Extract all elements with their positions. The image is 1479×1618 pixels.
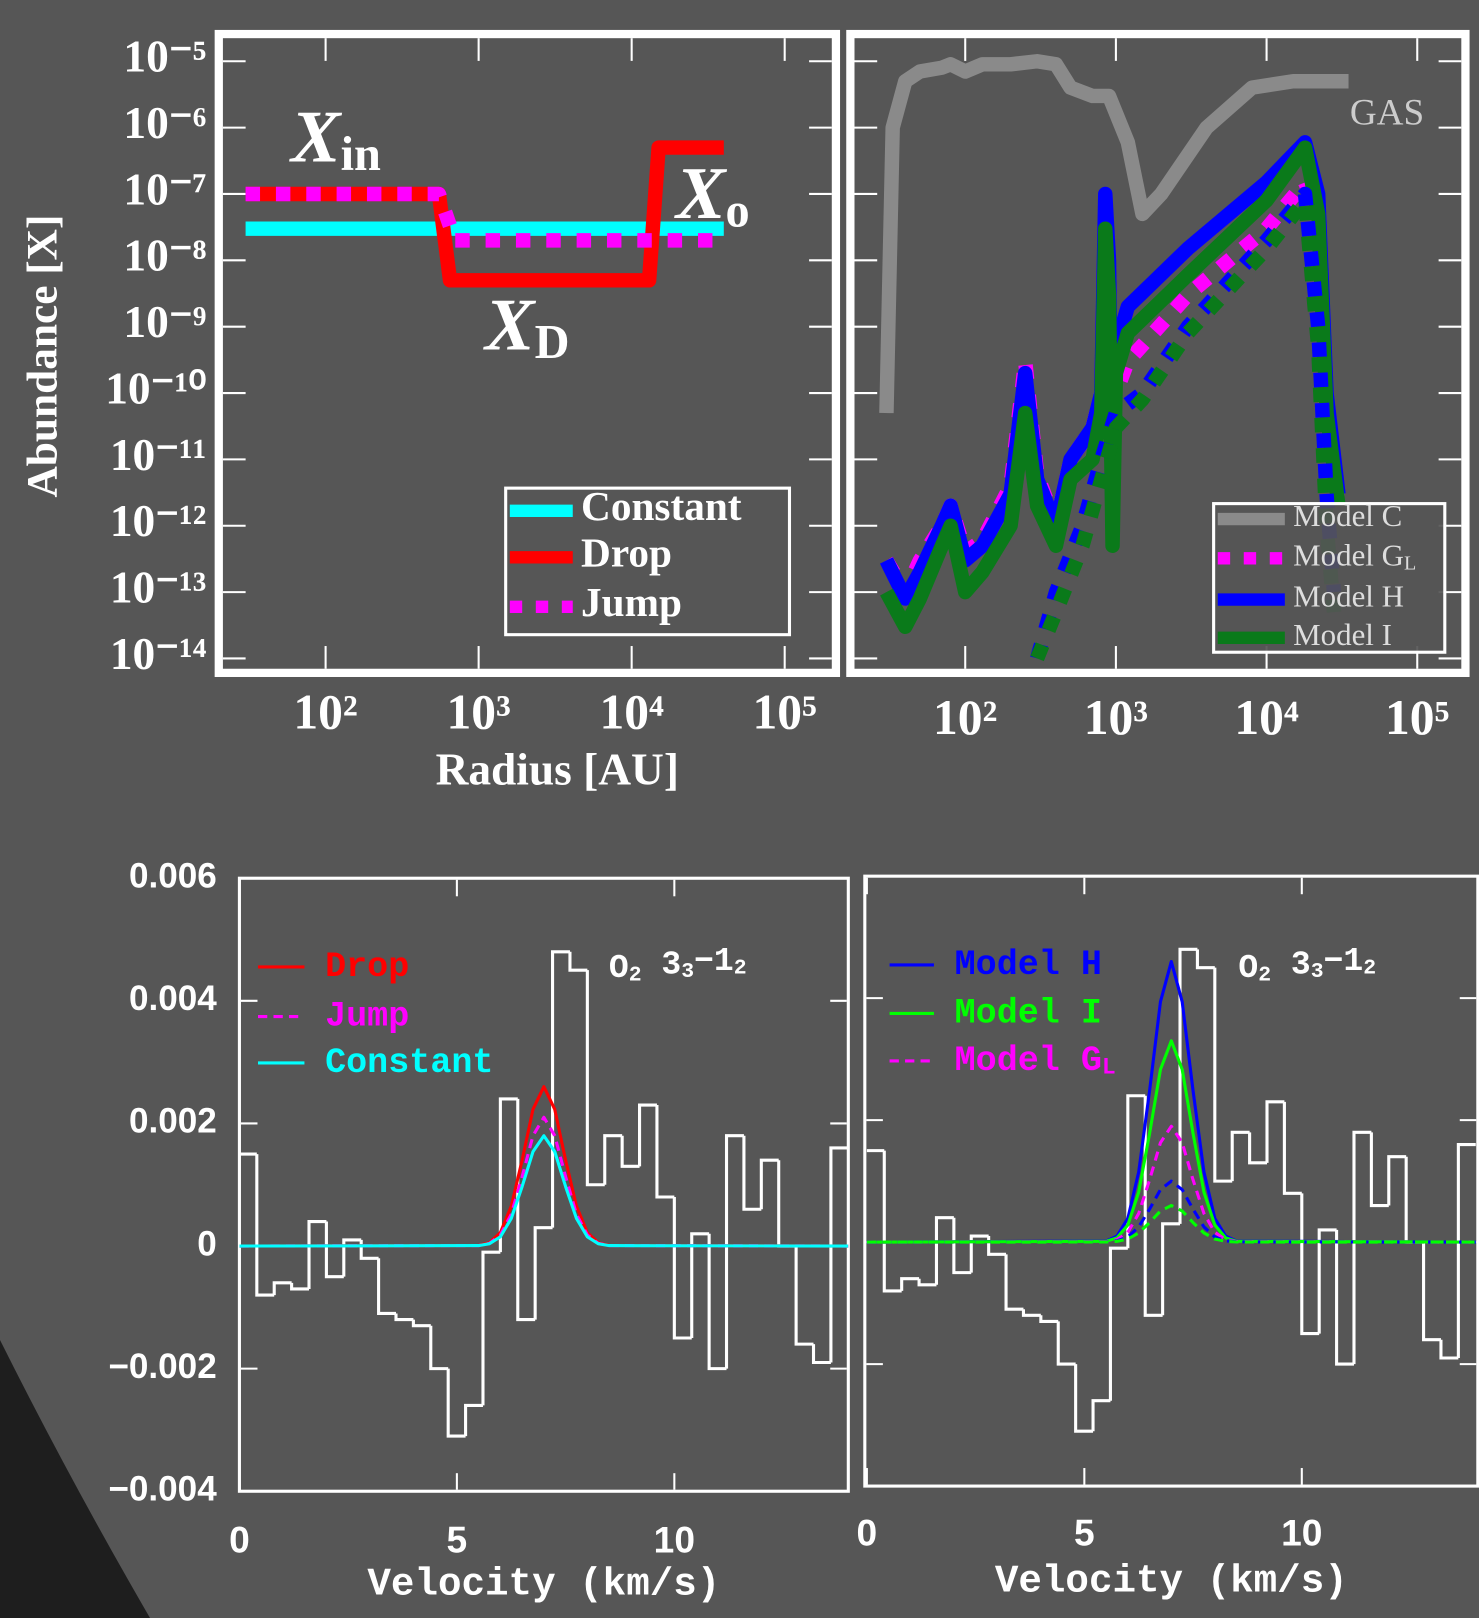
legend-name: Constant: [325, 1043, 493, 1083]
y-tick-label: 10⁻¹³: [110, 563, 207, 613]
y-tick-label: 0: [197, 1224, 217, 1263]
y-tick-label: 10⁻⁶: [123, 98, 206, 148]
annotation-text: −1: [694, 943, 734, 980]
legend-subscript: L: [1404, 552, 1416, 574]
legend-label: Drop: [325, 947, 409, 987]
legend-name: Model H: [1293, 579, 1404, 614]
annotation-subscript: 2: [629, 963, 642, 987]
x-tick-label: 10: [1281, 1511, 1322, 1553]
legend-label: Model H: [1293, 579, 1404, 614]
legend-label: Model GL: [955, 1041, 1116, 1081]
annotation-text: 3: [642, 946, 682, 983]
annotation-text: X: [289, 97, 343, 179]
x-tick-label: 10: [654, 1519, 695, 1561]
y-tick-label: 10⁻⁸: [123, 231, 206, 281]
x-axis-label: Velocity (km/s): [995, 1558, 1348, 1603]
x-tick-label: 5: [1074, 1511, 1095, 1553]
annotation-subscript: in: [341, 128, 381, 181]
annotation-text: −1: [1324, 943, 1364, 980]
x-axis-label: Radius [AU]: [436, 744, 679, 794]
annotation-text: O: [1238, 950, 1258, 987]
legend-name: Jump: [325, 997, 409, 1037]
y-tick-label: −0.002: [108, 1347, 216, 1386]
x-tick-label: 0: [857, 1511, 878, 1553]
legend-name: Drop: [325, 947, 409, 987]
page: 10⁻⁵ 10⁻⁶ 10⁻⁷ 10⁻⁸ 10⁻⁹ 10⁻¹⁰ 10⁻¹¹ 10⁻¹² 10⁻¹³…: [0, 0, 1479, 1618]
x-tick-label: 10²: [293, 685, 357, 740]
legend-name: Model I: [1293, 617, 1392, 652]
y-tick-label: 10⁻¹¹: [110, 430, 207, 480]
y-tick-label: 10⁻¹²: [110, 496, 207, 546]
x-tick-label: 10⁵: [753, 685, 817, 740]
legend-name: Model H: [955, 945, 1102, 985]
x-tick-label: 10³: [1084, 690, 1148, 745]
legend-name: Model G: [955, 1041, 1102, 1081]
x-tick-label: 0: [229, 1519, 250, 1561]
legend-label: Model GL: [1293, 537, 1416, 574]
y-tick-label: 0.006: [129, 856, 217, 895]
annotation-subscript: 2: [734, 956, 747, 980]
x-tick-label: 5: [447, 1519, 468, 1561]
legend-label: Constant: [325, 1043, 493, 1083]
legend-name: Model G: [1293, 537, 1404, 572]
annotation-subscript: 2: [1363, 956, 1376, 980]
annotation-subscript: o: [726, 185, 750, 238]
legend-name: Model I: [955, 994, 1102, 1034]
annotation-subscript: 3: [1311, 960, 1324, 984]
annotation-text: GAS: [1350, 92, 1424, 133]
y-tick-label: 10⁻⁹: [123, 297, 206, 347]
annotation-text: X: [674, 153, 728, 235]
annotation-text: X: [483, 284, 537, 366]
legend-subscript: L: [1102, 1055, 1116, 1081]
annotation-subscript: 3: [681, 960, 694, 984]
x-tick-label: 10⁴: [599, 685, 664, 740]
y-tick-label: −0.004: [108, 1470, 217, 1509]
legend-label: Jump: [581, 579, 682, 625]
annotation-text: O: [609, 950, 629, 987]
legend-name: Model C: [1293, 498, 1402, 533]
y-tick-label: 10⁻⁷: [123, 164, 206, 214]
annotation-subscript: 2: [1258, 963, 1271, 987]
legend-label: Model I: [1293, 617, 1392, 652]
legend-label: Model C: [1293, 498, 1402, 533]
legend-label: Drop: [581, 530, 672, 576]
x-tick-label: 10²: [933, 690, 997, 745]
x-axis-label: Velocity (km/s): [367, 1561, 720, 1606]
legend-label: Model H: [955, 945, 1102, 985]
annotation: GAS: [1350, 92, 1424, 133]
annotation-text: 3: [1271, 946, 1311, 983]
legend-label: Model I: [955, 994, 1102, 1034]
figure: 10⁻⁵ 10⁻⁶ 10⁻⁷ 10⁻⁸ 10⁻⁹ 10⁻¹⁰ 10⁻¹¹ 10⁻¹² 10⁻¹³…: [0, 0, 1479, 1618]
legend-name: Drop: [581, 530, 672, 576]
legend-name: Constant: [581, 483, 742, 529]
annotation-subscript: D: [535, 316, 570, 369]
y-tick-label: 10⁻¹⁴: [110, 629, 207, 679]
y-tick-label: 0.002: [129, 1102, 217, 1141]
y-tick-label: 10⁻¹⁰: [105, 363, 206, 413]
y-axis-label: Abundance [X]: [18, 215, 66, 498]
legend-label: Jump: [325, 997, 409, 1037]
x-tick-label: 10⁵: [1385, 690, 1449, 745]
x-tick-label: 10⁴: [1234, 690, 1299, 745]
legend-label: Constant: [581, 483, 742, 529]
y-tick-label: 0.004: [129, 979, 217, 1018]
y-tick-label: 10⁻⁵: [123, 32, 206, 82]
x-tick-label: 10³: [446, 685, 510, 740]
legend-name: Jump: [581, 579, 682, 625]
